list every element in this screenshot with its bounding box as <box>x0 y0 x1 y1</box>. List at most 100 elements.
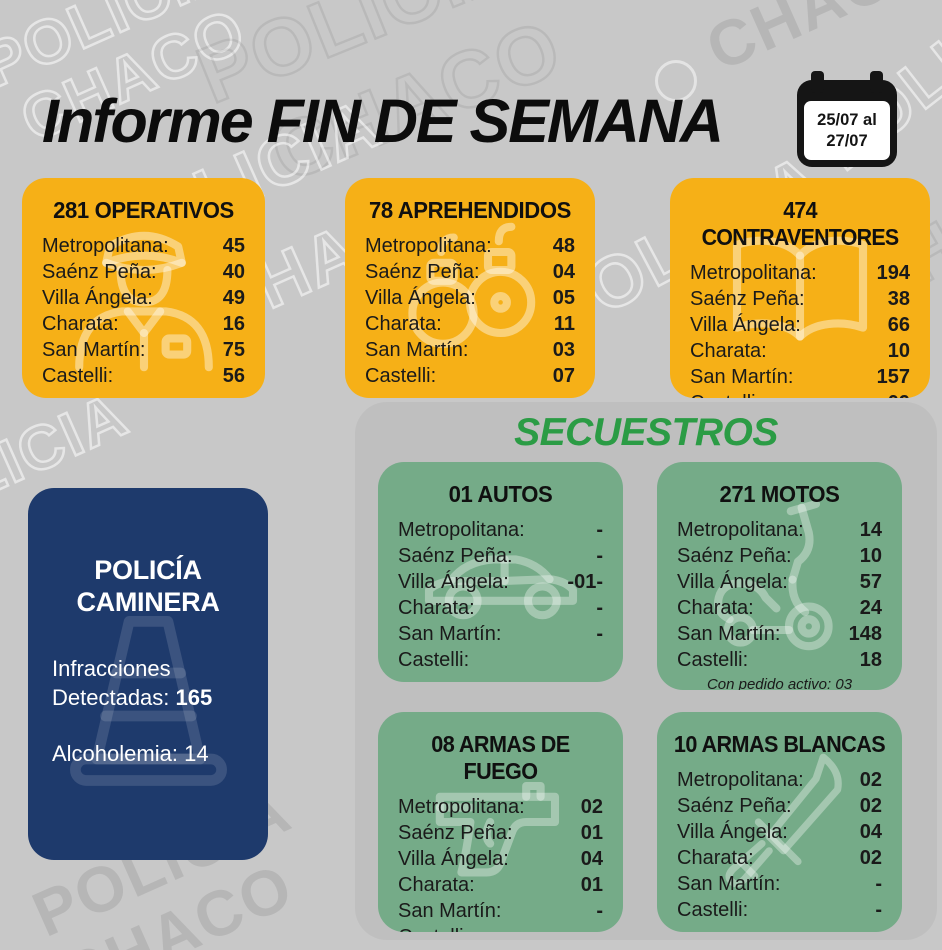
card-title: 281 OPERATIVOS <box>53 197 234 223</box>
region-value: 157 <box>876 366 910 388</box>
stat-row: Castelli: 07 <box>365 363 575 389</box>
region-label: Metropolitana: <box>398 519 525 541</box>
stat-row: Metropolitana: 48 <box>365 233 575 259</box>
caminera-title-line1: POLICÍA <box>94 555 202 585</box>
stat-row: Castelli: 09 <box>690 390 910 398</box>
region-value: 194 <box>876 262 910 284</box>
region-value: 01 <box>580 822 603 844</box>
stat-row: Villa Ángela: -01- <box>398 569 603 595</box>
region-label: Charata: <box>42 313 119 335</box>
region-label: Castelli: <box>42 365 114 387</box>
region-label: Saénz Peña: <box>677 545 792 567</box>
stat-row: Charata: 01 <box>398 872 603 898</box>
region-label: Villa Ángela: <box>365 287 476 309</box>
stat-row: Villa Ángela: 66 <box>690 312 910 338</box>
stat-row: Metropolitana: 02 <box>677 767 882 793</box>
section-title: SECUESTROS <box>514 411 778 454</box>
region-label: Charata: <box>398 597 475 619</box>
calendar-icon: 25/07 al 27/07 <box>797 71 897 167</box>
region-label: Villa Ángela: <box>398 848 509 870</box>
region-value: 18 <box>859 649 882 671</box>
alcoholemia-stat: Alcoholemia: 14 <box>52 739 244 768</box>
stat-row: Saénz Peña: 01 <box>398 820 603 846</box>
stat-row: Villa Ángela: 04 <box>677 819 882 845</box>
region-label: Saénz Peña: <box>365 261 480 283</box>
stat-row: Charata: 16 <box>42 311 245 337</box>
region-value: 02 <box>859 847 882 869</box>
region-value: 09 <box>888 390 910 398</box>
stat-rows: Metropolitana: 45 Saénz Peña: 40 Villa Ángel… <box>22 224 265 389</box>
stat-rows: Metropolitana: 14 Saénz Peña: 10 Villa Ángel… <box>657 508 902 673</box>
card-policia-caminera: POLICÍA CAMINERA Infracciones Detectadas… <box>28 488 268 860</box>
stat-row: San Martín: 03 <box>365 337 575 363</box>
stat-row: Saénz Peña: 04 <box>365 259 575 285</box>
stat-row: San Martín: - <box>677 871 882 897</box>
card-operativos: 281 OPERATIVOS Metropolitana: 45 Saénz Peñ… <box>22 178 265 398</box>
region-value: 148 <box>848 623 882 645</box>
region-value: 10 <box>859 545 882 567</box>
region-label: Saénz Peña: <box>690 288 805 310</box>
region-value: 56 <box>222 365 245 387</box>
region-label: Metropolitana: <box>42 235 169 257</box>
region-value: - <box>875 873 882 895</box>
stat-row: Metropolitana: 45 <box>42 233 245 259</box>
region-label: Metropolitana: <box>690 262 817 284</box>
card-aprehendidos: 78 APREHENDIDOS Metropolitana: 48 Saénz Pe… <box>345 178 595 398</box>
region-value: 38 <box>887 288 910 310</box>
region-label: Saénz Peña: <box>677 795 792 817</box>
stat-row: Charata: 11 <box>365 311 575 337</box>
region-value: 10 <box>887 340 910 362</box>
alcoholemia-value: 14 <box>184 741 209 766</box>
region-value: 57 <box>859 571 882 593</box>
region-label: San Martín: <box>690 366 794 388</box>
stat-row: Castelli: - <box>677 897 882 923</box>
region-value: 45 <box>222 235 245 257</box>
region-label: Metropolitana: <box>365 235 492 257</box>
date-range: 25/07 al 27/07 <box>804 101 890 160</box>
region-label: San Martín: <box>398 900 502 922</box>
infracciones-label: Infracciones Detectadas: <box>52 656 176 710</box>
stat-row: Saénz Peña: - <box>398 543 603 569</box>
date-line-2: 27/07 <box>826 131 868 150</box>
stat-row: San Martín: 75 <box>42 337 245 363</box>
stat-row: San Martín: 148 <box>677 621 882 647</box>
card-contraventores: 474 CONTRAVENTORES Metropolitana: 194 Saén… <box>670 178 930 398</box>
infracciones-value: 165 <box>175 685 213 710</box>
stat-row: Villa Ángela: 57 <box>677 569 882 595</box>
region-label: Castelli: <box>677 649 749 671</box>
card-title: 474 CONTRAVENTORES <box>701 197 900 250</box>
alcoholemia-label: Alcoholemia: <box>52 741 185 766</box>
region-value: - <box>596 900 603 922</box>
region-label: Metropolitana: <box>398 796 525 818</box>
region-value: 14 <box>859 519 882 541</box>
card-title: 271 MOTOS <box>719 481 840 507</box>
stat-row: Metropolitana: - <box>398 517 603 543</box>
region-label: Charata: <box>398 874 475 896</box>
page-title: Informe FIN DE SEMANA <box>42 87 724 155</box>
region-value: 01 <box>580 874 603 896</box>
region-label: Villa Ángela: <box>690 314 801 336</box>
card-title: 08 ARMAS DE FUEGO <box>431 731 570 784</box>
region-value: 11 <box>553 313 575 335</box>
region-value: 05 <box>552 287 575 309</box>
region-label: Charata: <box>690 340 767 362</box>
region-value: - <box>596 597 603 619</box>
region-label: Saénz Peña: <box>42 261 157 283</box>
region-value: 16 <box>222 313 245 335</box>
region-value: 04 <box>859 821 882 843</box>
motos-footnote: Con pedido activo: 03 <box>706 676 853 690</box>
region-label: Saénz Peña: <box>398 822 513 844</box>
stat-row: Castelli: 56 <box>42 363 245 389</box>
stat-row: San Martín: - <box>398 621 603 647</box>
caminera-title-line2: CAMINERA <box>76 587 220 617</box>
region-value: 02 <box>859 769 882 791</box>
region-label: Villa Ángela: <box>398 571 509 593</box>
stat-row: Charata: 10 <box>690 338 910 364</box>
stat-rows: Metropolitana: 194 Saénz Peña: 38 Villa Ánge… <box>670 251 930 398</box>
calendar-peg <box>811 71 824 93</box>
region-label: San Martín: <box>42 339 146 361</box>
stat-row: Saénz Peña: 02 <box>677 793 882 819</box>
caminera-stats: Infracciones Detectadas: 165 Alcoholemia… <box>28 654 268 768</box>
stat-row: Castelli: <box>398 647 603 673</box>
stat-row: Castelli: 18 <box>677 647 882 673</box>
